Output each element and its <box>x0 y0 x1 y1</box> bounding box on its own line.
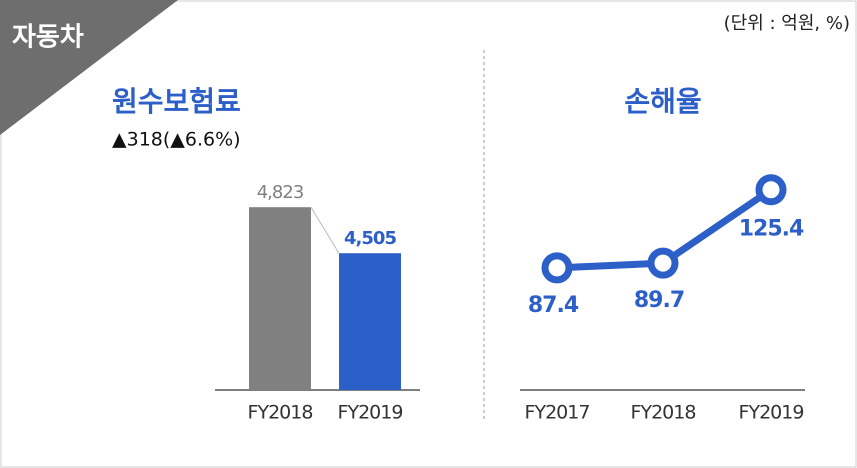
tag-background <box>0 0 178 135</box>
x-tick-label: FY2017 <box>525 402 590 424</box>
chart-title: 원수보험료 <box>112 85 241 118</box>
unit-note: (단위 : 억원, %) <box>724 13 850 34</box>
value-label: 4,505 <box>344 228 396 249</box>
value-label: 87.4 <box>528 293 579 318</box>
value-label: 4,823 <box>257 182 304 203</box>
tag: 자동차 <box>12 23 84 53</box>
x-tick-label: FY2018 <box>631 402 696 424</box>
chart-subtitle: ▲318(▲6.6%) <box>112 129 241 151</box>
point <box>755 174 787 206</box>
connector <box>310 206 340 254</box>
bar <box>339 253 401 390</box>
chart-title: 손해율 <box>624 85 701 118</box>
value-label: 125.4 <box>739 217 804 242</box>
value-label: 89.7 <box>634 288 684 313</box>
bar <box>249 207 311 390</box>
point <box>541 252 573 284</box>
x-tick-label: FY2018 <box>248 402 313 424</box>
x-tick-label: FY2019 <box>739 402 804 424</box>
x-tick-label: FY2019 <box>338 402 403 424</box>
point <box>647 247 679 279</box>
